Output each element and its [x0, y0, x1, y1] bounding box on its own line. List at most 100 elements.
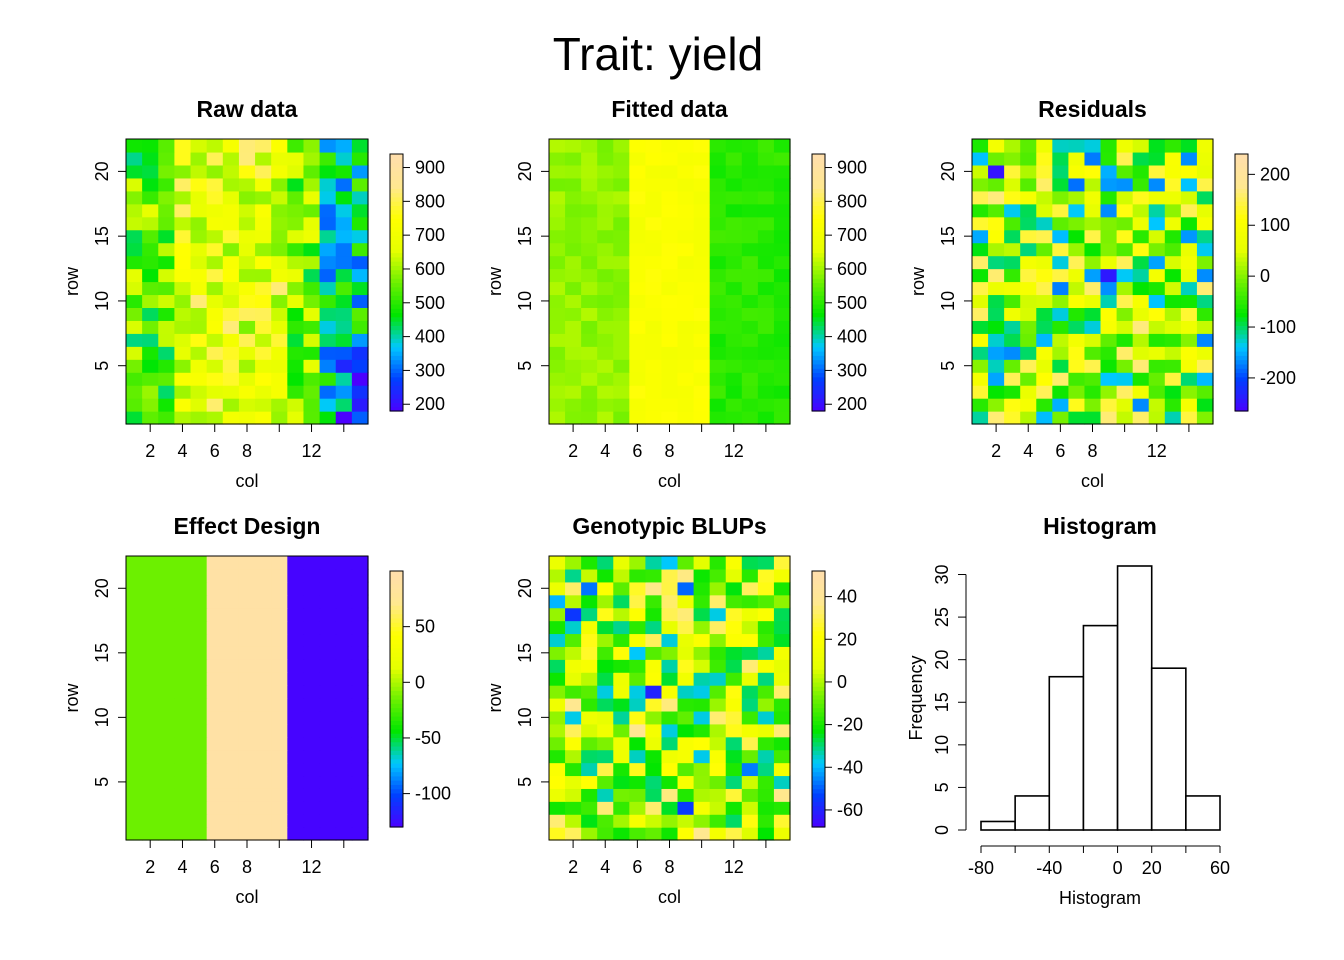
- heatmap-cell: [549, 775, 566, 789]
- y-tick-label: 15: [92, 226, 112, 246]
- heatmap-cell: [972, 190, 989, 205]
- heatmap-cell: [238, 320, 256, 334]
- heatmap-cell: [222, 775, 240, 789]
- heatmap-cell: [1148, 372, 1166, 386]
- heatmap-cell: [549, 710, 566, 725]
- colorbar-strip: [812, 745, 825, 751]
- heatmap-cell: [271, 333, 288, 347]
- heatmap-cell: [238, 346, 256, 360]
- heatmap-cell: [287, 594, 305, 609]
- heatmap-cell: [190, 710, 208, 725]
- heatmap-cell: [629, 229, 646, 244]
- heatmap-cell: [142, 139, 159, 153]
- heatmap-cell: [303, 762, 321, 777]
- heatmap-cell: [1036, 281, 1053, 296]
- heatmap-cell: [255, 203, 272, 218]
- heatmap-cell: [351, 385, 369, 399]
- heatmap-cell: [693, 556, 711, 570]
- heatmap-cell: [597, 294, 614, 308]
- heatmap-cell: [1164, 242, 1182, 257]
- heatmap-cell: [190, 229, 208, 244]
- heatmap-cell: [565, 190, 582, 205]
- heatmap-cell: [645, 594, 663, 609]
- colorbar-strip: [812, 669, 825, 674]
- colorbar-strip: [1235, 205, 1248, 211]
- heatmap-cell: [287, 411, 305, 425]
- heatmap-cell: [1004, 190, 1021, 205]
- heatmap-cell: [693, 788, 711, 802]
- heatmap-cell: [773, 229, 791, 244]
- heatmap-cell: [126, 346, 143, 360]
- colorbar-tick-label: 20: [837, 629, 857, 649]
- heatmap-cell: [645, 139, 663, 153]
- heatmap-cell: [238, 710, 256, 725]
- colorbar-strip: [390, 291, 403, 296]
- heatmap-cell: [142, 255, 159, 270]
- heatmap-cell: [206, 411, 224, 425]
- heatmap-cell: [1116, 151, 1134, 166]
- heatmap-cell: [303, 320, 321, 334]
- heatmap-cell: [645, 646, 663, 660]
- heatmap-cell: [158, 216, 175, 231]
- heatmap-cell: [1068, 177, 1086, 192]
- heatmap-cell: [645, 398, 663, 412]
- colorbar-strip: [390, 166, 403, 172]
- colorbar-strip: [390, 745, 403, 751]
- heatmap-cell: [271, 359, 288, 373]
- heatmap-cell: [725, 307, 743, 321]
- colorbar-strip: [1235, 192, 1248, 198]
- heatmap-cell: [206, 216, 224, 231]
- heatmap-cell: [645, 216, 663, 231]
- x-tick-label: 2: [568, 441, 578, 461]
- colorbar-strip: [812, 295, 825, 301]
- x-tick-label: 60: [1210, 858, 1230, 878]
- heatmap-cell: [222, 203, 240, 218]
- heatmap-cell: [335, 672, 353, 686]
- heatmap-cell: [741, 255, 759, 270]
- heatmap-cell: [741, 646, 759, 660]
- heatmap-cell: [613, 242, 630, 257]
- colorbar-strip: [812, 822, 825, 828]
- heatmap-cell: [238, 398, 256, 412]
- heatmap-cell: [190, 216, 208, 231]
- heatmap-cell: [271, 320, 288, 334]
- heatmap-cell: [988, 346, 1005, 360]
- heatmap-cell: [757, 411, 775, 425]
- heatmap-cell: [549, 723, 566, 738]
- heatmap-cell: [773, 646, 791, 660]
- heatmap-cell: [238, 190, 256, 205]
- colorbar-strip: [812, 243, 825, 249]
- heatmap-cell: [1020, 203, 1037, 218]
- heatmap-cell: [319, 346, 337, 360]
- heatmap-cell: [629, 568, 646, 583]
- heatmap-cell: [255, 177, 272, 192]
- heatmap-cell: [1180, 139, 1198, 153]
- heatmap-cell: [303, 385, 321, 399]
- heatmap-cell: [629, 672, 646, 686]
- heatmap-cell: [238, 216, 256, 231]
- heatmap-cell: [549, 255, 566, 270]
- heatmap-cell: [222, 646, 240, 660]
- colorbar-strip: [812, 252, 825, 258]
- colorbar-strip: [390, 355, 403, 361]
- heatmap-cell: [773, 736, 791, 751]
- heatmap-cell: [725, 594, 743, 609]
- heatmap-cell: [238, 556, 256, 570]
- heatmap-cell: [1036, 255, 1053, 270]
- heatmap-cell: [206, 255, 224, 270]
- colorbar-strip: [1235, 393, 1248, 399]
- colorbar-strip: [812, 389, 825, 395]
- heatmap-cell: [222, 594, 240, 609]
- colorbar-strip: [390, 741, 403, 747]
- heatmap-cell: [1164, 255, 1182, 270]
- heatmap-cell: [1148, 294, 1166, 308]
- heatmap-cell: [725, 151, 743, 166]
- heatmap-cell: [174, 411, 192, 425]
- heatmap-cell: [725, 346, 743, 360]
- heatmap-cell: [158, 268, 175, 283]
- heatmap-cell: [709, 307, 727, 321]
- heatmap-cell: [1084, 203, 1102, 218]
- heatmap-cell: [629, 190, 646, 205]
- heatmap-cell: [988, 268, 1005, 283]
- heatmap-cell: [142, 164, 159, 179]
